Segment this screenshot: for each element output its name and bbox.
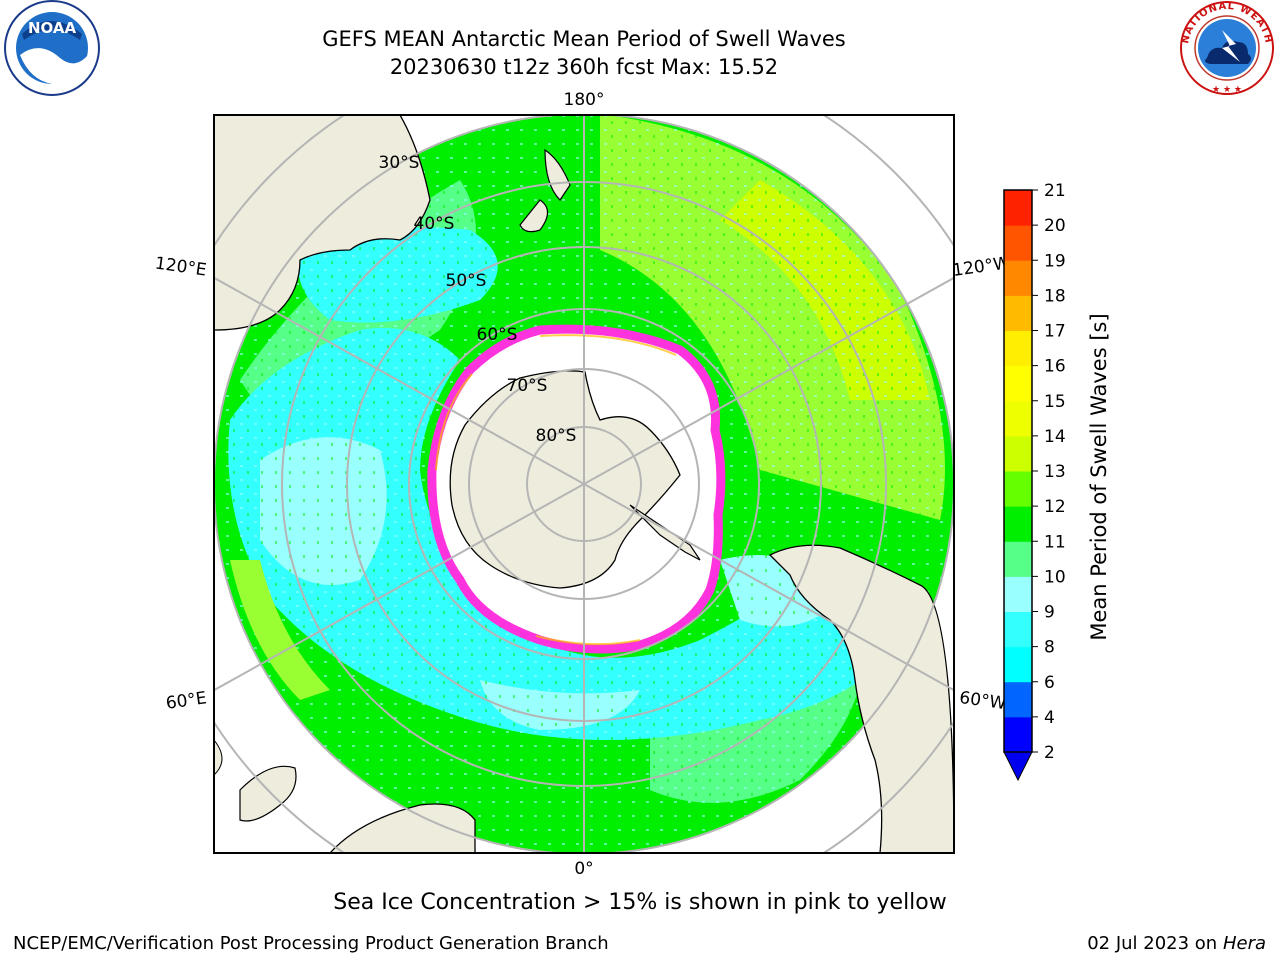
- africa-landmass: [329, 803, 476, 853]
- new-zealand-landmass: [519, 148, 571, 233]
- colorbar-segment: [1004, 611, 1032, 648]
- colorbar-segment: [1004, 506, 1032, 542]
- colorbar-segment: [1004, 646, 1032, 683]
- footer-organization: NCEP/EMC/Verification Post Processing Pr…: [13, 933, 609, 954]
- colorbar-tick-label: 10: [1044, 567, 1066, 587]
- colorbar-segment: [1004, 716, 1032, 753]
- noaa-logo: NOAA: [4, 0, 100, 96]
- colorbar-segment: [1004, 435, 1032, 472]
- colorbar-tick-label: 15: [1044, 392, 1066, 412]
- lat-label-40s: 40°S: [414, 214, 455, 234]
- nws-logo: NATIONAL WEATHER SERVICE ★ ★ ★: [1174, 0, 1274, 95]
- colorbar-segment: [1004, 330, 1032, 367]
- colorbar-extend-triangle: [1003, 751, 1033, 782]
- map-frame: [213, 114, 955, 854]
- colorbar-tick-label: 12: [1044, 497, 1066, 517]
- lon-label-180: 180°: [564, 90, 605, 110]
- colorbar-tick-label: 4: [1044, 708, 1055, 728]
- madagascar-landmass: [239, 765, 297, 822]
- footer-date: 02 Jul 2023 on Hera: [1087, 933, 1266, 954]
- colorbar-tick-label: 11: [1044, 532, 1066, 552]
- colorbar-segment: [1004, 576, 1032, 612]
- graticule: [214, 115, 954, 853]
- colorbar-segment: [1004, 365, 1032, 402]
- colorbar-tick-label: 18: [1044, 286, 1066, 306]
- colorbar-segment: [1004, 400, 1032, 437]
- antarctica-landmass: [449, 370, 681, 589]
- colorbar-tick-label: 21: [1044, 181, 1066, 201]
- chart-title: GEFS MEAN Antarctic Mean Period of Swell…: [322, 27, 846, 51]
- colorbar-segment: [1004, 190, 1032, 226]
- lat-label-50s: 50°S: [446, 271, 487, 291]
- colorbar-segment: [1004, 260, 1032, 296]
- south-america-landmass: [768, 544, 954, 853]
- svg-text:★ ★ ★: ★ ★ ★: [1212, 85, 1242, 95]
- colorbar-tick-label: 2: [1044, 743, 1055, 763]
- colorbar-tick-label: 6: [1044, 673, 1055, 693]
- lat-label-30s: 30°S: [379, 153, 420, 173]
- footer-date-text: 02 Jul 2023 on: [1087, 933, 1223, 954]
- chart-subtitle: 20230630 t12z 360h fcst Max: 15.52: [389, 55, 779, 79]
- sea-ice-note: Sea Ice Concentration > 15% is shown in …: [333, 890, 947, 915]
- colorbar-tick-label: 17: [1044, 322, 1066, 342]
- colorbar-label: Mean Period of Swell Waves [s]: [1087, 313, 1111, 640]
- colorbar-tick-label: 19: [1044, 251, 1066, 271]
- footer-host: Hera: [1222, 933, 1266, 954]
- colorbar-segments: [1004, 190, 1032, 753]
- colorbar-segment: [1004, 225, 1032, 261]
- colorbar-segment: [1004, 471, 1032, 507]
- colorbar-tick-label: 9: [1044, 603, 1055, 623]
- lat-label-80s: 80°S: [536, 426, 577, 446]
- lat-label-60s: 60°S: [477, 325, 518, 345]
- colorbar-tick-label: 8: [1044, 638, 1055, 658]
- colorbar-segment: [1004, 295, 1032, 331]
- colorbar-tick-label: 20: [1044, 216, 1066, 236]
- colorbar-segment: [1004, 681, 1032, 718]
- colorbar-segment: [1004, 541, 1032, 577]
- colorbar-tick-label: 16: [1044, 357, 1066, 377]
- colorbar-tick-label: 13: [1044, 462, 1066, 482]
- lat-label-70s: 70°S: [507, 376, 548, 396]
- lon-label-0: 0°: [574, 859, 593, 879]
- noaa-logo-text: NOAA: [28, 19, 77, 37]
- colorbar-tick-label: 14: [1044, 427, 1066, 447]
